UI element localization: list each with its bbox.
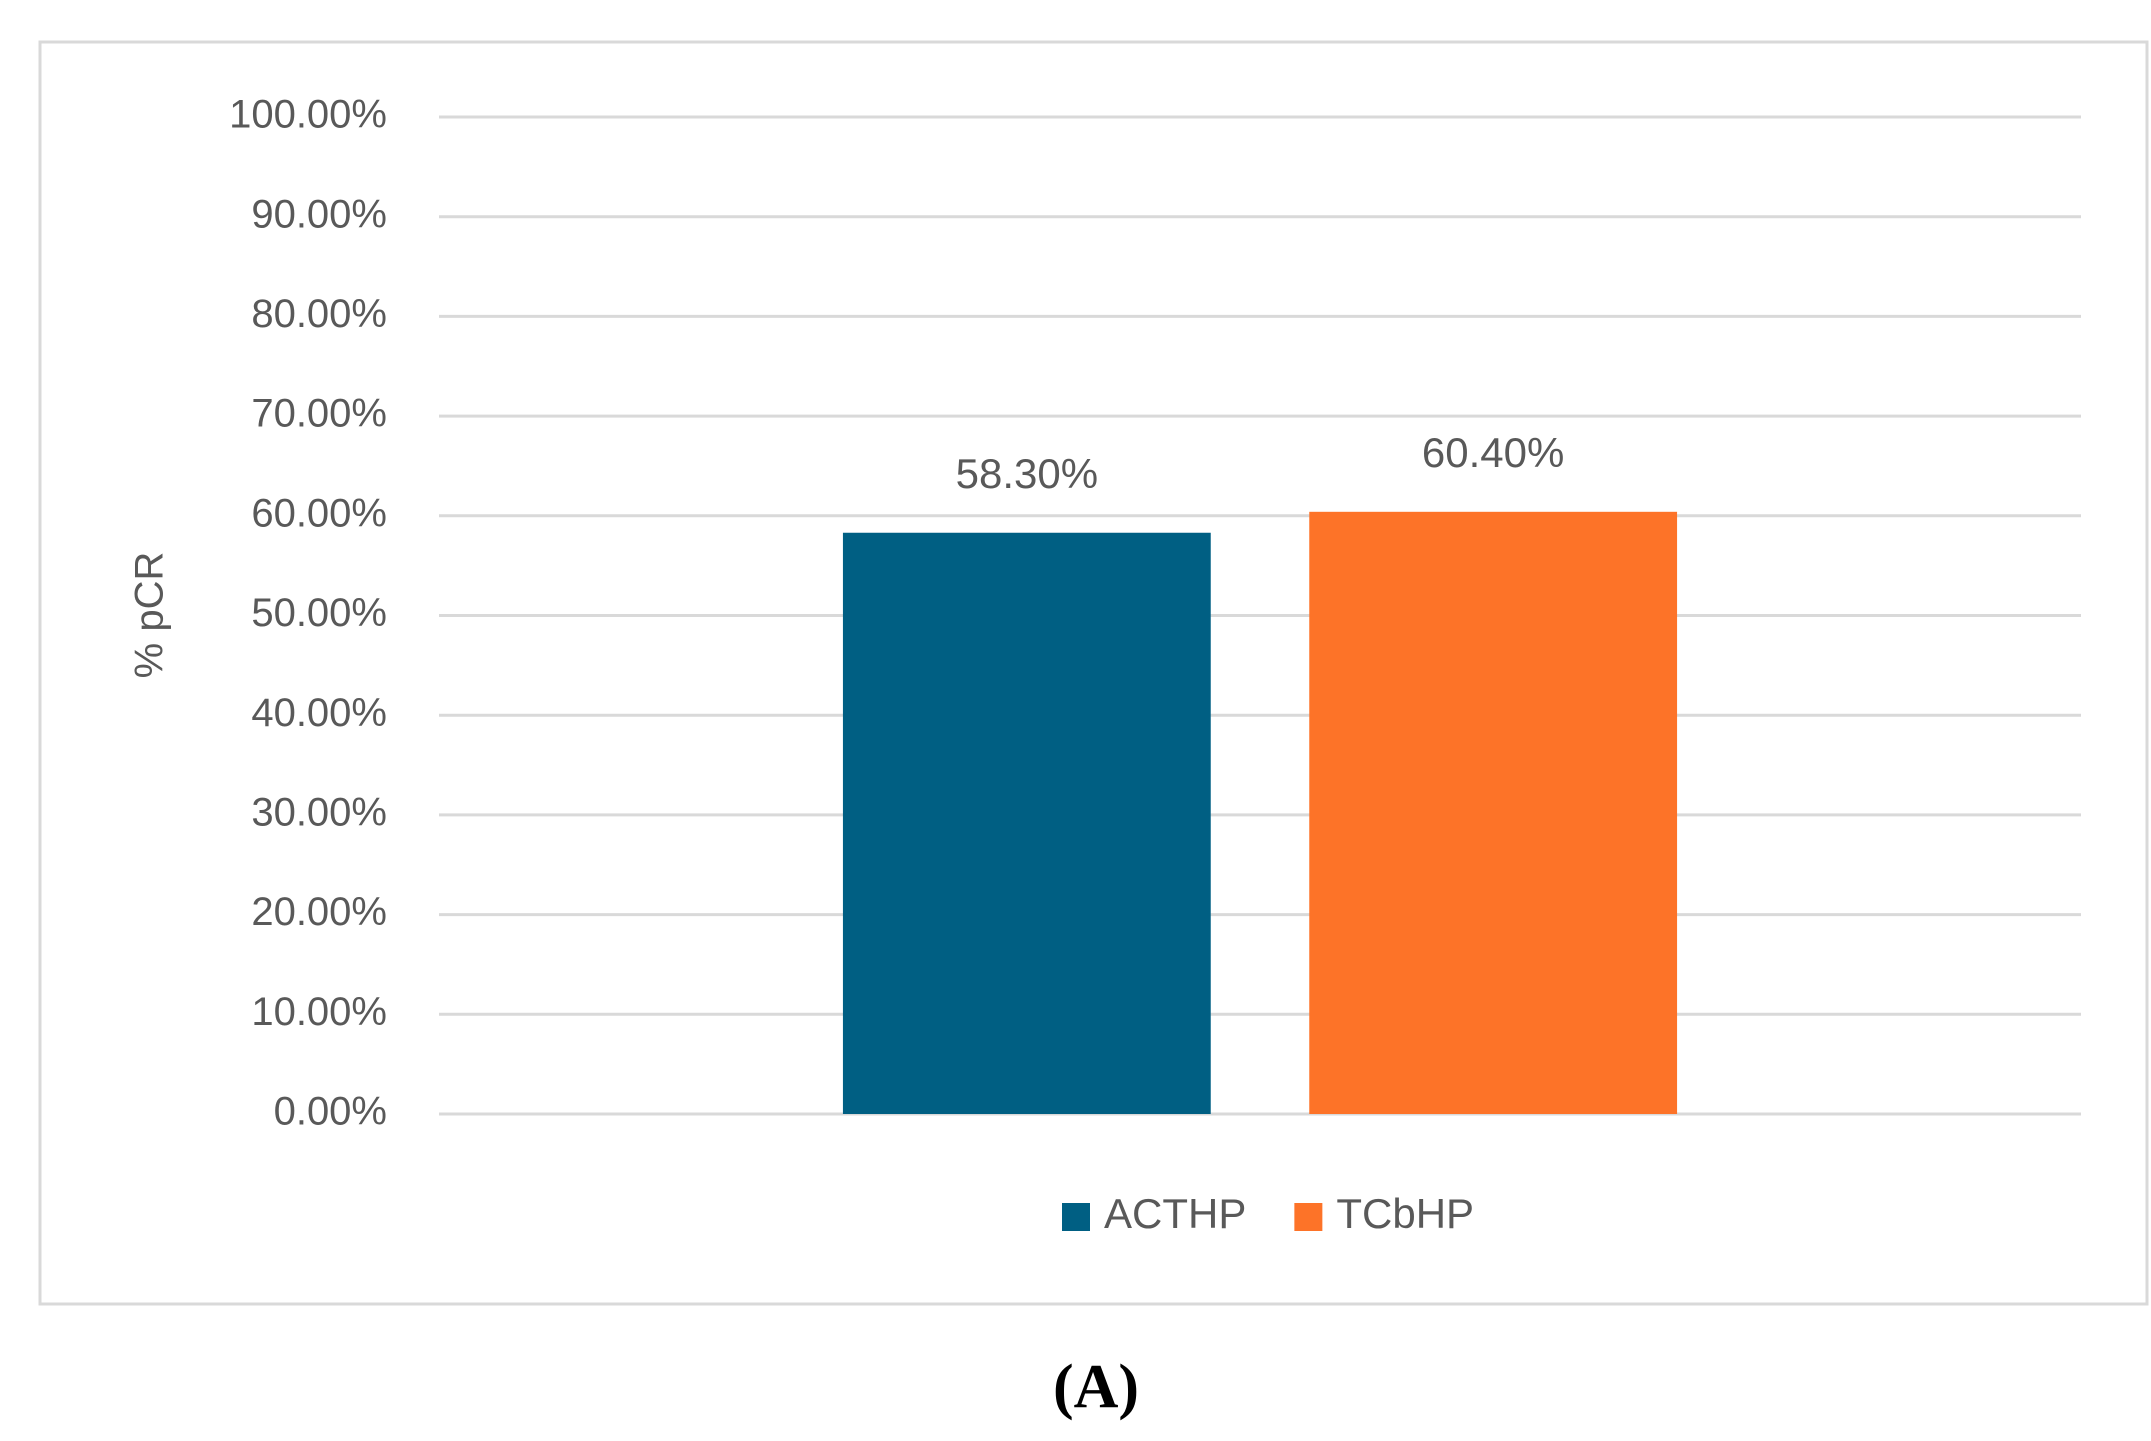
caption: (A) xyxy=(1053,1353,1139,1421)
legend-label: ACTHP xyxy=(1104,1190,1246,1237)
data-label: 58.30% xyxy=(956,450,1098,497)
legend-swatch xyxy=(1294,1203,1323,1231)
y-tick-label: 90.00% xyxy=(251,192,387,236)
bar xyxy=(842,532,1211,1114)
y-tick-label: 10.00% xyxy=(251,990,387,1034)
y-tick-label: 40.00% xyxy=(251,691,387,735)
bar xyxy=(1309,511,1678,1114)
y-tick-label: 100.00% xyxy=(229,93,387,137)
y-tick-label: 70.00% xyxy=(251,392,387,436)
y-tick-label: 20.00% xyxy=(251,890,387,934)
y-axis-label: % pCR xyxy=(128,552,172,679)
y-tick-label: 0.00% xyxy=(274,1090,387,1134)
legend-label: TCbHP xyxy=(1336,1190,1474,1237)
y-tick-label: 50.00% xyxy=(251,591,387,635)
legend-swatch xyxy=(1062,1203,1090,1231)
y-tick-label: 80.00% xyxy=(251,292,387,336)
y-tick-label: 30.00% xyxy=(251,790,387,834)
y-tick-label: 60.00% xyxy=(251,491,387,535)
data-label: 60.40% xyxy=(1422,429,1564,476)
